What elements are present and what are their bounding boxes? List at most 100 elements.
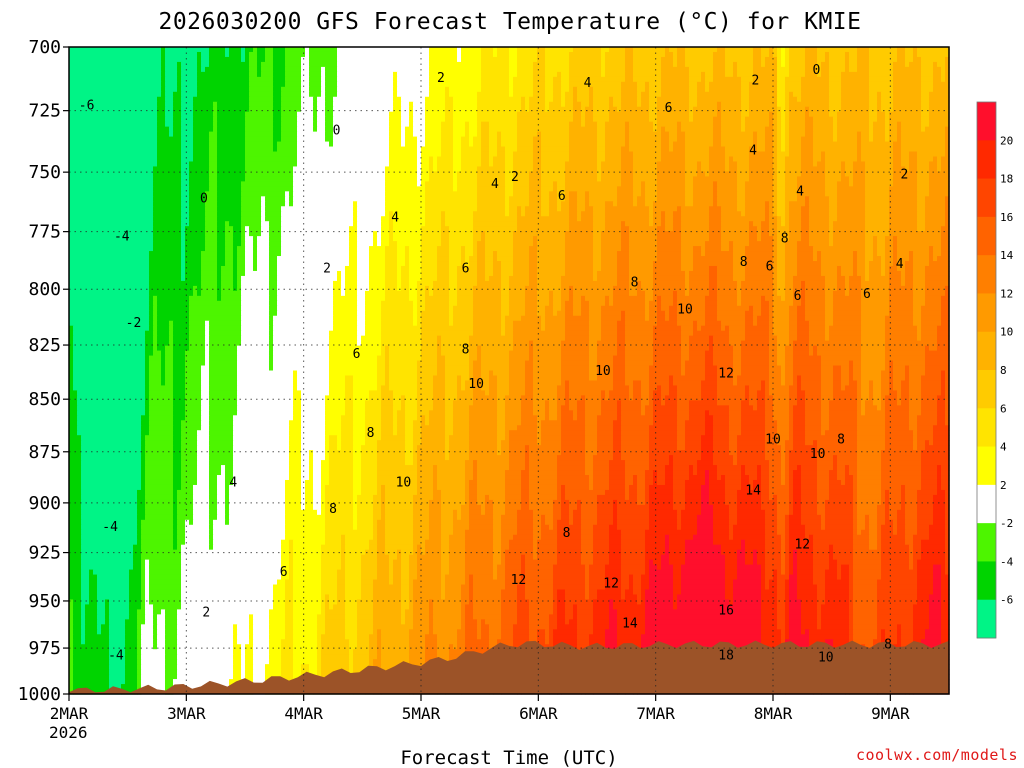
field-cell <box>685 370 706 377</box>
field-cell <box>793 275 826 282</box>
field-cell <box>617 410 622 416</box>
field-cell <box>141 460 146 466</box>
field-cell <box>857 390 862 396</box>
field-cell <box>385 355 390 362</box>
field-cell <box>813 131 834 138</box>
field-cell <box>717 106 722 113</box>
field-cell <box>449 241 474 247</box>
field-cell <box>745 186 774 192</box>
field-cell <box>69 171 154 177</box>
field-cell <box>565 161 598 168</box>
field-cell <box>785 261 798 267</box>
field-cell <box>805 290 826 297</box>
field-cell <box>917 151 946 158</box>
field-cell <box>173 330 190 337</box>
field-cell <box>249 81 274 88</box>
field-cell <box>853 171 866 177</box>
field-cell <box>813 345 818 352</box>
field-cell <box>81 494 138 501</box>
field-cell <box>917 51 950 58</box>
field-cell <box>485 265 494 272</box>
field-cell <box>205 360 210 367</box>
field-cell <box>465 380 474 387</box>
field-cell <box>417 136 426 143</box>
field-cell <box>541 166 566 173</box>
field-cell <box>821 400 830 406</box>
field-cell <box>833 241 866 247</box>
field-cell <box>605 156 622 163</box>
field-cell <box>881 405 886 411</box>
field-cell <box>917 325 922 332</box>
field-cell <box>405 435 414 441</box>
field-cell <box>621 96 638 103</box>
field-cell <box>649 370 682 377</box>
field-cell <box>597 166 602 173</box>
field-cell <box>441 494 466 501</box>
field-cell <box>917 226 926 232</box>
field-cell <box>285 201 290 207</box>
field-cell <box>785 465 790 471</box>
field-cell <box>541 201 550 207</box>
field-cell <box>941 71 946 78</box>
field-cell <box>181 101 194 108</box>
field-cell <box>161 86 166 93</box>
field-cell <box>697 325 702 332</box>
field-cell <box>505 191 514 197</box>
field-cell <box>821 365 834 372</box>
field-cell <box>233 460 290 466</box>
field-cell <box>777 236 790 242</box>
field-cell <box>837 475 846 481</box>
field-cell <box>69 76 162 83</box>
field-cell <box>713 355 734 362</box>
field-cell <box>325 96 334 103</box>
field-cell <box>789 101 830 108</box>
field-cell <box>829 410 858 416</box>
field-cell <box>533 241 538 247</box>
field-cell <box>881 455 922 461</box>
field-cell <box>301 76 310 83</box>
field-cell <box>453 186 458 192</box>
field-cell <box>449 300 458 307</box>
field-cell <box>557 405 562 411</box>
field-cell <box>277 146 298 153</box>
field-cell <box>185 231 206 237</box>
field-cell <box>449 226 474 232</box>
field-cell <box>929 191 950 197</box>
field-cell <box>745 265 774 272</box>
field-cell <box>529 445 562 451</box>
field-cell <box>633 395 642 401</box>
field-cell <box>421 231 442 237</box>
field-cell <box>829 101 842 108</box>
field-cell <box>457 176 478 182</box>
field-cell <box>313 450 326 456</box>
field-cell <box>209 410 238 416</box>
field-cell <box>889 131 898 138</box>
field-cell <box>449 440 470 446</box>
field-cell <box>853 265 858 272</box>
field-cell <box>861 335 886 342</box>
field-cell <box>69 280 150 287</box>
field-cell <box>645 181 658 187</box>
field-cell <box>153 201 182 207</box>
field-cell <box>497 47 510 53</box>
field-cell <box>529 350 534 357</box>
field-cell <box>733 265 746 272</box>
field-cell <box>217 146 246 153</box>
field-cell <box>845 51 850 58</box>
field-cell <box>389 360 418 367</box>
field-cell <box>149 370 162 377</box>
field-cell <box>453 315 474 322</box>
field-cell <box>249 91 274 98</box>
field-cell <box>941 380 946 387</box>
field-cell <box>765 211 770 217</box>
field-cell <box>565 241 594 247</box>
field-cell <box>613 365 626 372</box>
field-cell <box>869 261 882 267</box>
field-cell <box>937 330 950 337</box>
field-cell <box>625 489 630 496</box>
field-cell <box>181 126 194 133</box>
field-cell <box>733 370 742 377</box>
field-cell <box>69 176 154 182</box>
field-cell <box>293 415 302 421</box>
field-cell <box>777 151 790 158</box>
